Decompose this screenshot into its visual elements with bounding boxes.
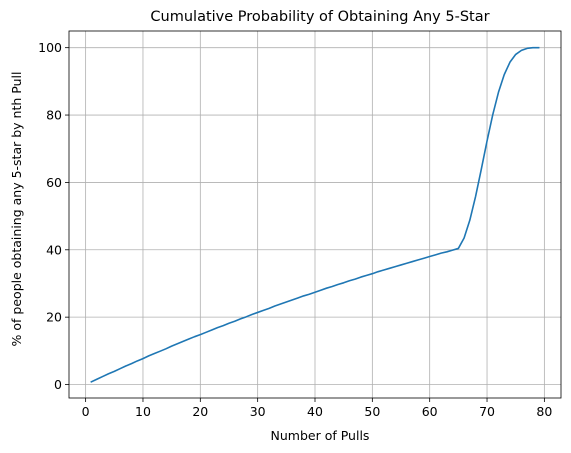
- y-tick-label: 60: [46, 175, 62, 190]
- x-tick-label: 10: [135, 404, 151, 419]
- x-tick-label: 70: [479, 404, 495, 419]
- x-tick-label: 40: [307, 404, 323, 419]
- x-tick-label: 60: [422, 404, 438, 419]
- y-tick-label: 100: [38, 40, 62, 55]
- y-tick-label: 40: [46, 242, 62, 257]
- x-tick-label: 0: [82, 404, 90, 419]
- y-tick-label: 0: [54, 377, 62, 392]
- series-line: [90, 46, 540, 383]
- y-axis-label: % of people obtaining any 5-star by nth …: [9, 72, 24, 347]
- y-tick-label: 20: [46, 310, 62, 325]
- series-layer: [90, 46, 540, 383]
- x-axis-label: Number of Pulls: [271, 428, 370, 443]
- grid-lines: [69, 31, 561, 398]
- y-tick-label: 80: [46, 108, 62, 123]
- x-tick-label: 20: [192, 404, 208, 419]
- x-tick-label: 30: [250, 404, 266, 419]
- x-tick-label: 80: [536, 404, 552, 419]
- chart-title: Cumulative Probability of Obtaining Any …: [150, 9, 489, 25]
- x-tick-label: 50: [364, 404, 380, 419]
- ticks: 0 10 20 30 40 50 60 70 80 0 20 40 60 80 100: [38, 40, 552, 419]
